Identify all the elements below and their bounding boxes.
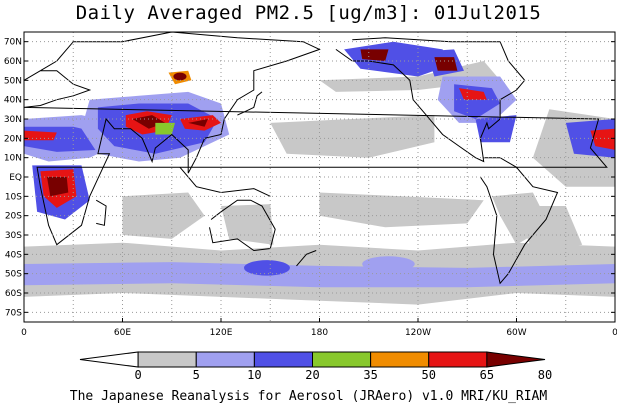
- field-central-africa-dark: [47, 177, 69, 197]
- lat-label: 10N: [4, 154, 22, 164]
- colorbar-swatch: [137, 351, 197, 368]
- lat-label: 20N: [4, 134, 22, 144]
- lat-label: 60S: [5, 289, 22, 299]
- lat-label: 70N: [4, 38, 22, 48]
- colorbar-tick-label: 0: [135, 368, 142, 382]
- coastline-0: [24, 32, 608, 246]
- field-atlantic-red: [590, 128, 615, 150]
- field-siberia-dark: [173, 72, 187, 81]
- colorbar-swatch: [79, 351, 139, 368]
- field-south-pacific-light: [362, 256, 415, 272]
- colorbar-tick-label: 50: [422, 368, 436, 382]
- lat-label: 60N: [4, 57, 22, 67]
- colorbar-swatch: [195, 351, 255, 368]
- lat-label: 20S: [5, 212, 22, 222]
- lat-label: 50S: [5, 270, 22, 280]
- lat-label: 10S: [5, 192, 22, 202]
- lon-label: 60W: [506, 328, 526, 338]
- coastline-7: [95, 199, 107, 226]
- field-north-pacific-grey: [270, 115, 435, 158]
- lat-label: 30N: [4, 115, 22, 125]
- lon-label: 0: [612, 328, 617, 338]
- lon-label: 120W: [405, 328, 431, 338]
- lat-label: 40S: [5, 250, 22, 260]
- lat-label: 70S: [5, 308, 22, 318]
- colorbar-tick-label: 5: [193, 368, 200, 382]
- field-south-pacific-grey: [319, 192, 484, 228]
- lat-label: 50N: [4, 76, 22, 86]
- colorbar-swatch: [428, 351, 488, 368]
- footer-credit: The Japanese Reanalysis for Aerosol (JRA…: [69, 389, 548, 404]
- field-china-dark: [188, 119, 208, 127]
- colorbar-swatch: [370, 351, 430, 368]
- colorbar-swatch: [312, 351, 372, 368]
- colorbar-tick-label: 10: [247, 368, 261, 382]
- field-caribbean-blue: [475, 115, 517, 143]
- coastline-6: [296, 250, 317, 267]
- colorbar-swatch: [486, 351, 546, 368]
- colorbar: 0 5 10 20 35 50 65 80: [79, 351, 552, 382]
- coastline-3: [209, 199, 276, 252]
- field-atlantic-blue: [565, 119, 615, 158]
- colorbar-tick-label: 80: [538, 368, 552, 382]
- colorbar-tick-label: 65: [480, 368, 494, 382]
- lat-label: EQ: [9, 173, 22, 183]
- field-usa-red: [459, 88, 487, 100]
- field-tasman-blue: [243, 260, 290, 276]
- field-alaska-dark: [360, 49, 389, 61]
- lon-label: 0: [21, 328, 27, 338]
- lon-label: 60E: [114, 328, 131, 338]
- lon-label: 120E: [210, 328, 233, 338]
- colorbar-swatch: [253, 351, 313, 368]
- lat-label: 40N: [4, 96, 22, 106]
- lon-label: 180: [311, 328, 328, 338]
- field-south-america-grey: [491, 192, 550, 245]
- field-indian-ocean-grey: [122, 192, 205, 239]
- field-canada-dark: [434, 57, 458, 71]
- field-india-green: [155, 122, 175, 135]
- colorbar-tick-label: 35: [363, 368, 377, 382]
- coastline-5: [237, 91, 263, 116]
- lat-label: 30S: [5, 231, 22, 241]
- map-title: Daily Averaged PM2.5 [ug/m3]: 01Jul2015: [75, 2, 542, 24]
- colorbar-tick-label: 20: [305, 368, 319, 382]
- map-field: [24, 32, 615, 322]
